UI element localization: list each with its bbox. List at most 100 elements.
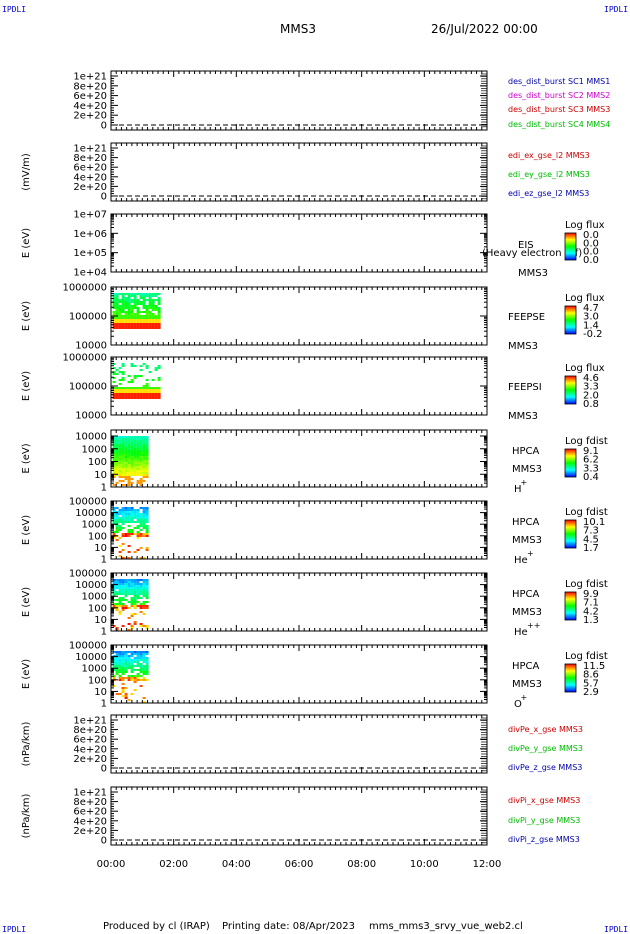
x-tick-label: 02:00 [159, 859, 188, 870]
spectrogram-cell [136, 323, 140, 325]
spectrogram-cell [145, 581, 149, 583]
spectrogram-cell [139, 311, 143, 313]
legend-entry: des_dist_burst SC1 MMS1 [508, 77, 610, 86]
spectrogram-cell [142, 509, 146, 511]
spectrogram-cell [124, 695, 128, 697]
spectrogram-cell [151, 325, 155, 327]
spectrogram-cell [115, 665, 119, 667]
spectrogram-cell [130, 325, 134, 327]
spectrogram-cell [115, 693, 119, 695]
spectrogram-cell [145, 470, 149, 472]
spectrogram-cell [112, 468, 116, 470]
spectrogram-cell [139, 653, 143, 655]
spectrogram-cell [157, 377, 161, 379]
y-tick-label: 10 [94, 543, 107, 554]
spectrogram-cell [115, 673, 119, 675]
spectrogram-cell [112, 456, 116, 458]
spectrogram-cell [127, 679, 131, 681]
spectrogram-cell [121, 307, 125, 309]
y-tick-label: 1 [101, 483, 107, 494]
spectrogram-cell [157, 327, 161, 329]
spectrogram-cell [112, 472, 116, 474]
spectrogram-cell [121, 377, 125, 379]
spectrogram-cell [136, 519, 140, 521]
spectrogram-cell [127, 513, 131, 515]
spectrogram-cell [148, 397, 152, 399]
colorbar-value: 7.3 [583, 526, 599, 537]
spectrogram-cell [121, 303, 125, 305]
y-tick-label: 4e+20 [73, 816, 107, 827]
spectrogram-cell [121, 442, 125, 444]
spectrogram-cell [145, 519, 149, 521]
spectrogram-cell [118, 589, 122, 591]
spectrogram-cell [133, 458, 137, 460]
spectrogram-cell [130, 677, 134, 679]
spectrogram-cell [121, 557, 125, 559]
spectrogram-cell [139, 583, 143, 585]
spectrogram-cell [115, 444, 119, 446]
spectrogram-cell [142, 595, 146, 597]
instrument-label: FEEPSE [508, 312, 545, 323]
spectrogram-cell [139, 440, 143, 442]
y-tick-label: 1e+07 [73, 210, 107, 221]
species-label: O [514, 699, 522, 710]
y-axis-label: E (eV) [21, 443, 32, 473]
y-tick-label: 1000000 [62, 283, 107, 294]
spectrogram-cell [151, 303, 155, 305]
spectrogram-cell [145, 657, 149, 659]
spectrogram-cell [142, 533, 146, 535]
colorbar-value: 4.6 [583, 373, 599, 384]
spectrogram-cell [127, 507, 131, 509]
y-tick-label: 0 [101, 192, 107, 203]
spectrogram-cell [124, 583, 128, 585]
spectrogram-cell [136, 438, 140, 440]
y-minor-ticks-divpe [111, 717, 487, 772]
colorbar-value: 0.0 [583, 247, 599, 258]
spectrogram-cell [112, 301, 116, 303]
spectrogram-cell [154, 323, 158, 325]
spectrogram-cell [115, 521, 119, 523]
spectrogram-cell [136, 393, 140, 395]
spectrogram-cell [112, 299, 116, 301]
spectrogram-cell [136, 605, 140, 607]
spectrogram-cell [142, 307, 146, 309]
spectrogram-cell [148, 313, 152, 315]
spectrogram-cell [118, 367, 122, 369]
spectrogram-cell [145, 440, 149, 442]
spectrogram-cell [145, 513, 149, 515]
x-tick-label: 10:00 [410, 859, 439, 870]
spectrogram-cell [130, 301, 134, 303]
spectrogram-cell [142, 655, 146, 657]
spectrogram-cell [139, 547, 143, 549]
spectrogram-cell [145, 313, 149, 315]
spectrogram-cell [142, 527, 146, 529]
spectrogram-cell [139, 460, 143, 462]
spectrogram-cell [124, 511, 128, 513]
spectrogram-cell [142, 305, 146, 307]
spectrogram-cell [118, 379, 122, 381]
spectrogram-cell [118, 665, 122, 667]
spectrogram-cell [139, 665, 143, 667]
spectrogram-cell [127, 476, 131, 478]
panel-time-ticks [110, 715, 488, 773]
spectrogram-cell [115, 657, 119, 659]
spectrogram-cell [124, 515, 128, 517]
spectrogram-cell [130, 482, 134, 484]
spectrogram-cell [112, 591, 116, 593]
spectrogram-cell [115, 474, 119, 476]
spectrogram-cell [151, 387, 155, 389]
spectrogram-cell [133, 389, 137, 391]
spectrogram-cell [145, 591, 149, 593]
spectrogram-cell [145, 669, 149, 671]
spectrogram-cell [136, 579, 140, 581]
y-tick-label: 1000 [82, 664, 107, 675]
spectrogram-cell [121, 305, 125, 307]
spectrogram-cell [130, 307, 134, 309]
spectrogram-cell [124, 659, 128, 661]
spectrogram-cell [142, 303, 146, 305]
spectrogram-cell [130, 667, 134, 669]
spectrogram-cell [127, 462, 131, 464]
spectrogram-cell [118, 462, 122, 464]
spectrogram-cell [121, 513, 125, 515]
